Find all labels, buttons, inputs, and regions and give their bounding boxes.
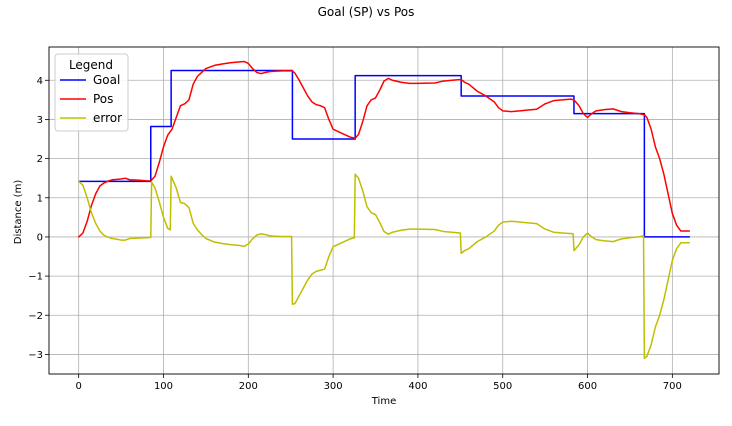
legend-label-goal: Goal [93,73,120,87]
x-tick-label-1: 100 [154,381,173,392]
y-tick-label-4: 1 [37,193,43,204]
x-tick-label-2: 200 [239,381,258,392]
y-tick-label-2: −1 [28,272,43,283]
legend-label-pos: Pos [93,92,113,106]
series-layer [77,60,691,360]
axes-layer [48,46,720,375]
chart-title: Goal (SP) vs Pos [318,5,415,19]
series-line-error [77,173,691,360]
legend-box [54,53,129,132]
series-line-pos [77,60,691,238]
series-line-goal [77,69,691,238]
y-axis-label: Distance (m) [13,180,24,245]
ticks-layer: 0 100 200 300 400 500 600 700 −3 −2 −1 0 1 2 3 4 [28,76,682,392]
y-tick-label-3: 0 [37,232,43,243]
x-tick-label-7: 700 [663,381,682,392]
x-axis-label: Time [371,396,396,407]
grid-layer [49,47,719,374]
x-tick-label-5: 500 [493,381,512,392]
y-tick-label-0: −3 [28,350,43,361]
legend: Legend Goal Pos error [54,53,129,132]
plot-frame [48,46,720,375]
x-tick-label-3: 300 [324,381,343,392]
y-tick-label-5: 2 [37,154,43,165]
legend-label-error: error [93,111,122,125]
x-tick-label-6: 600 [578,381,597,392]
x-tick-label-4: 400 [408,381,427,392]
y-tick-label-6: 3 [37,115,43,126]
x-tick-label-0: 0 [75,381,81,392]
y-tick-label-7: 4 [37,76,43,87]
legend-title: Legend [69,58,113,72]
legend-items: Goal Pos error [60,73,122,125]
y-tick-label-1: −2 [28,311,43,322]
